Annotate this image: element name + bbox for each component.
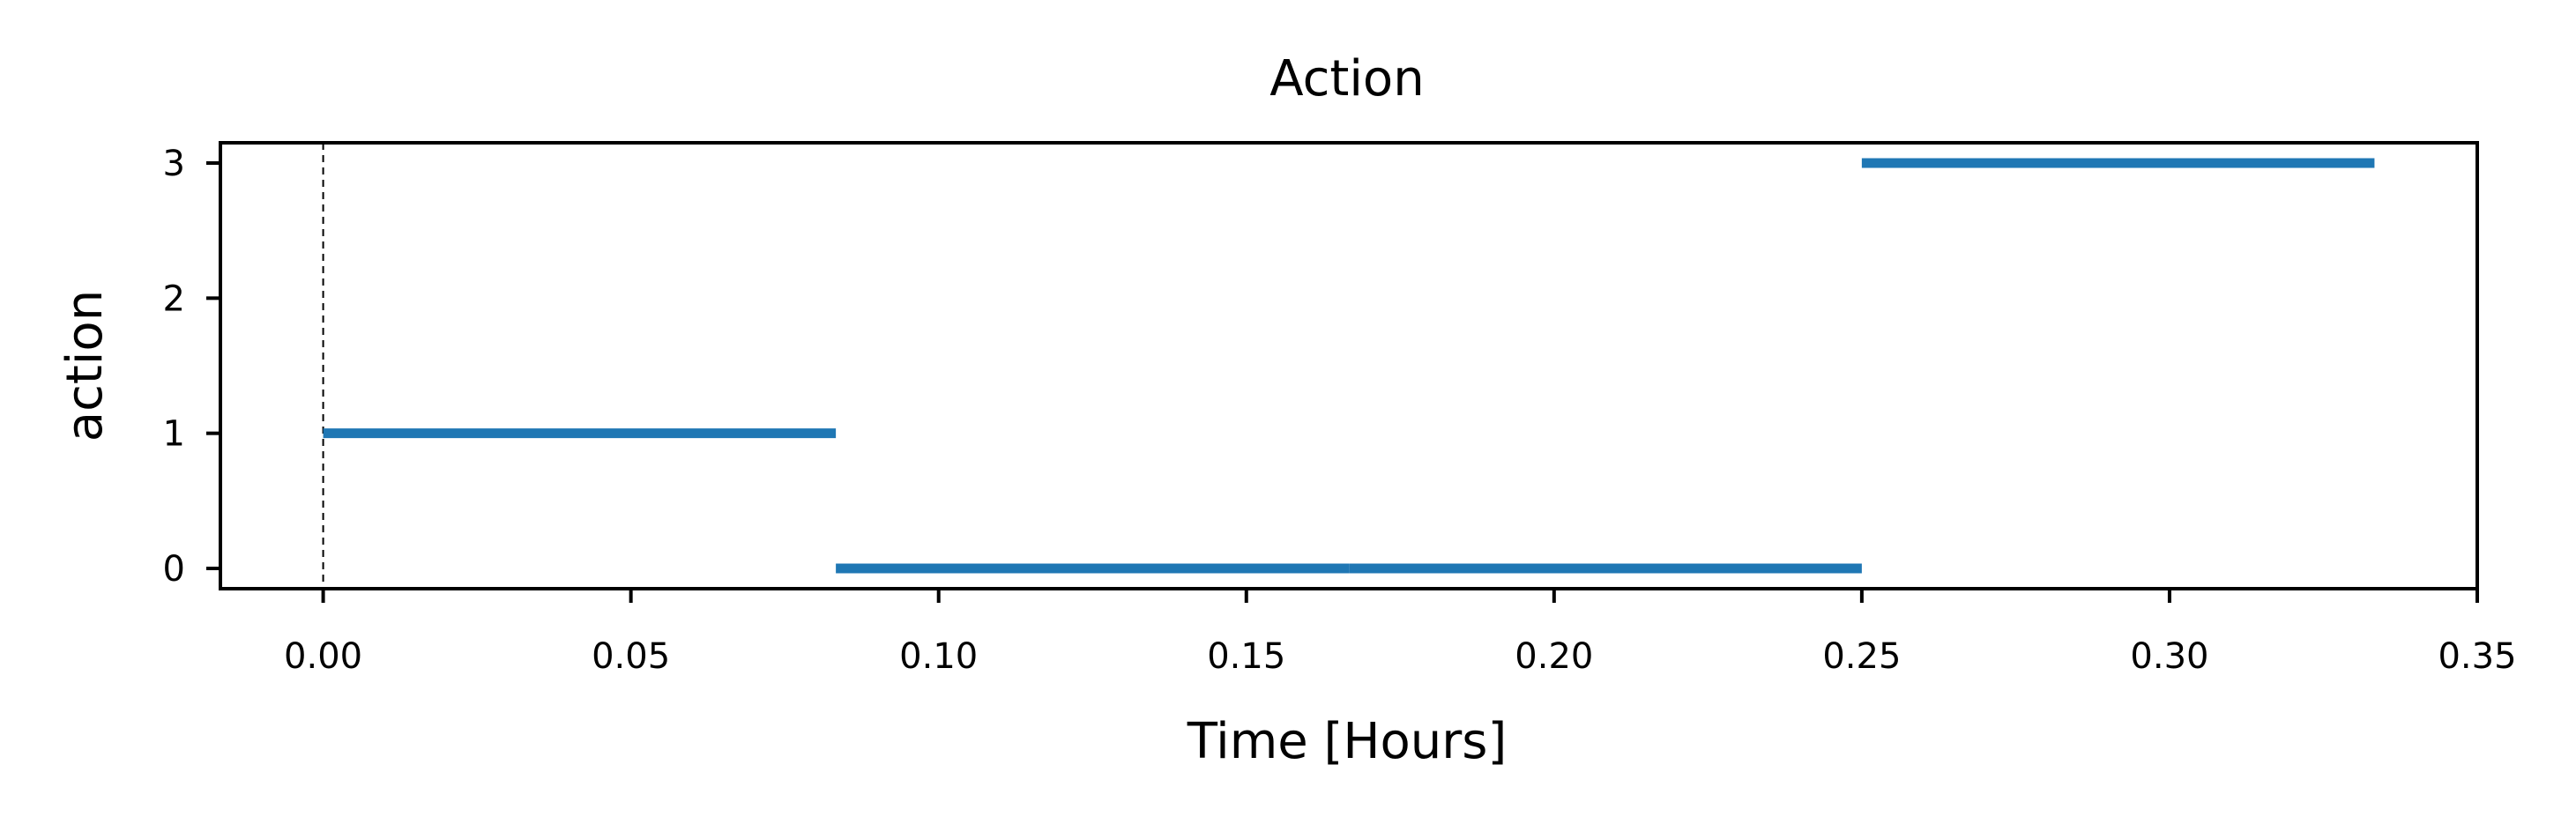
x-tick-label: 0.00 [284, 636, 362, 677]
x-tick-label: 0.20 [1515, 636, 1593, 677]
x-tick-label: 0.10 [899, 636, 978, 677]
x-axis: 0.00 0.05 0.10 0.15 0.20 0.25 0.30 0.35 [284, 589, 2517, 677]
y-axis-label: action [56, 290, 114, 442]
x-axis-label: Time [Hours] [1187, 713, 1508, 770]
x-tick-label: 0.25 [1822, 636, 1901, 677]
x-tick-label: 0.35 [2438, 636, 2516, 677]
plot-area [322, 143, 2375, 589]
y-tick-label: 0 [163, 549, 185, 590]
y-tick-label: 1 [163, 414, 185, 455]
chart-title: Action [1269, 50, 1424, 108]
y-tick-label: 3 [163, 144, 185, 184]
x-tick-label: 0.05 [592, 636, 670, 677]
y-axis: 0 1 2 3 [163, 144, 220, 590]
x-tick-label: 0.15 [1207, 636, 1285, 677]
y-tick-label: 2 [163, 278, 185, 319]
x-tick-label: 0.30 [2130, 636, 2208, 677]
plot-frame [219, 141, 2479, 590]
